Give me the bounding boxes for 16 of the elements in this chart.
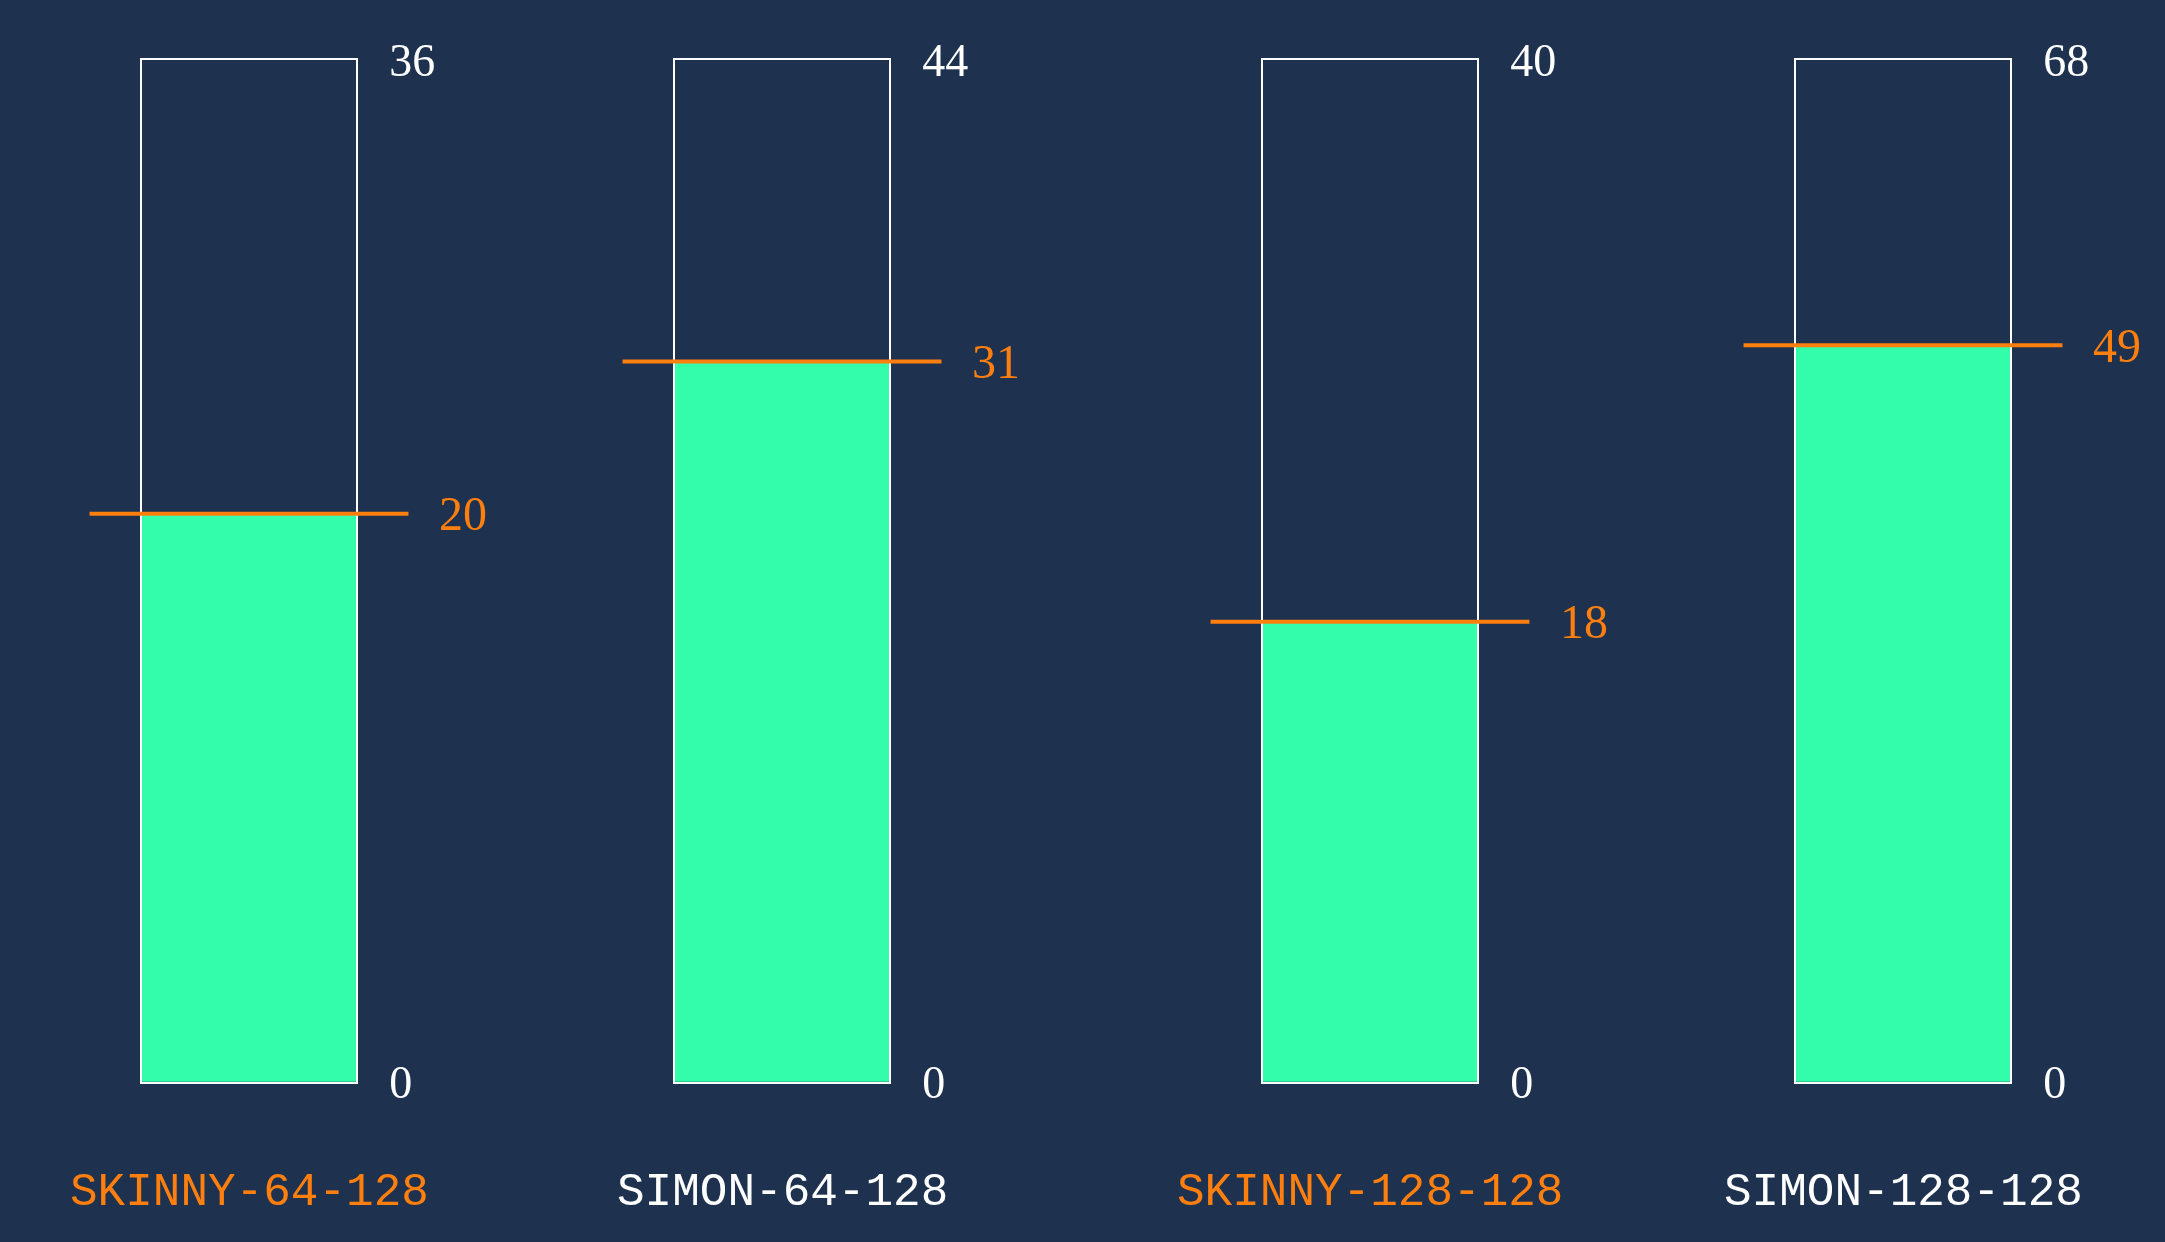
ref-line-label: 20 bbox=[439, 487, 487, 540]
ref-line-label: 18 bbox=[1560, 595, 1608, 648]
ref-line-label: 49 bbox=[2093, 319, 2141, 372]
y-tick-label: 0 bbox=[2043, 1056, 2067, 1108]
y-tick-label: 0 bbox=[389, 1056, 413, 1108]
y-tick-label: 44 bbox=[922, 34, 969, 86]
y-tick-label: 40 bbox=[1510, 34, 1557, 86]
y-tick-label: 68 bbox=[2043, 34, 2090, 86]
x-axis-title: SKINNY-64-128 bbox=[70, 1167, 429, 1219]
x-axis-title: SIMON-128-128 bbox=[1724, 1167, 2083, 1219]
y-tick-label: 36 bbox=[389, 34, 436, 86]
ref-line-label: 31 bbox=[972, 335, 1020, 388]
y-tick-label: 0 bbox=[1510, 1056, 1534, 1108]
x-axis-title: SKINNY-128-128 bbox=[1177, 1167, 1564, 1219]
y-tick-label: 0 bbox=[922, 1056, 946, 1108]
x-axis-title: SIMON-64-128 bbox=[617, 1167, 949, 1219]
